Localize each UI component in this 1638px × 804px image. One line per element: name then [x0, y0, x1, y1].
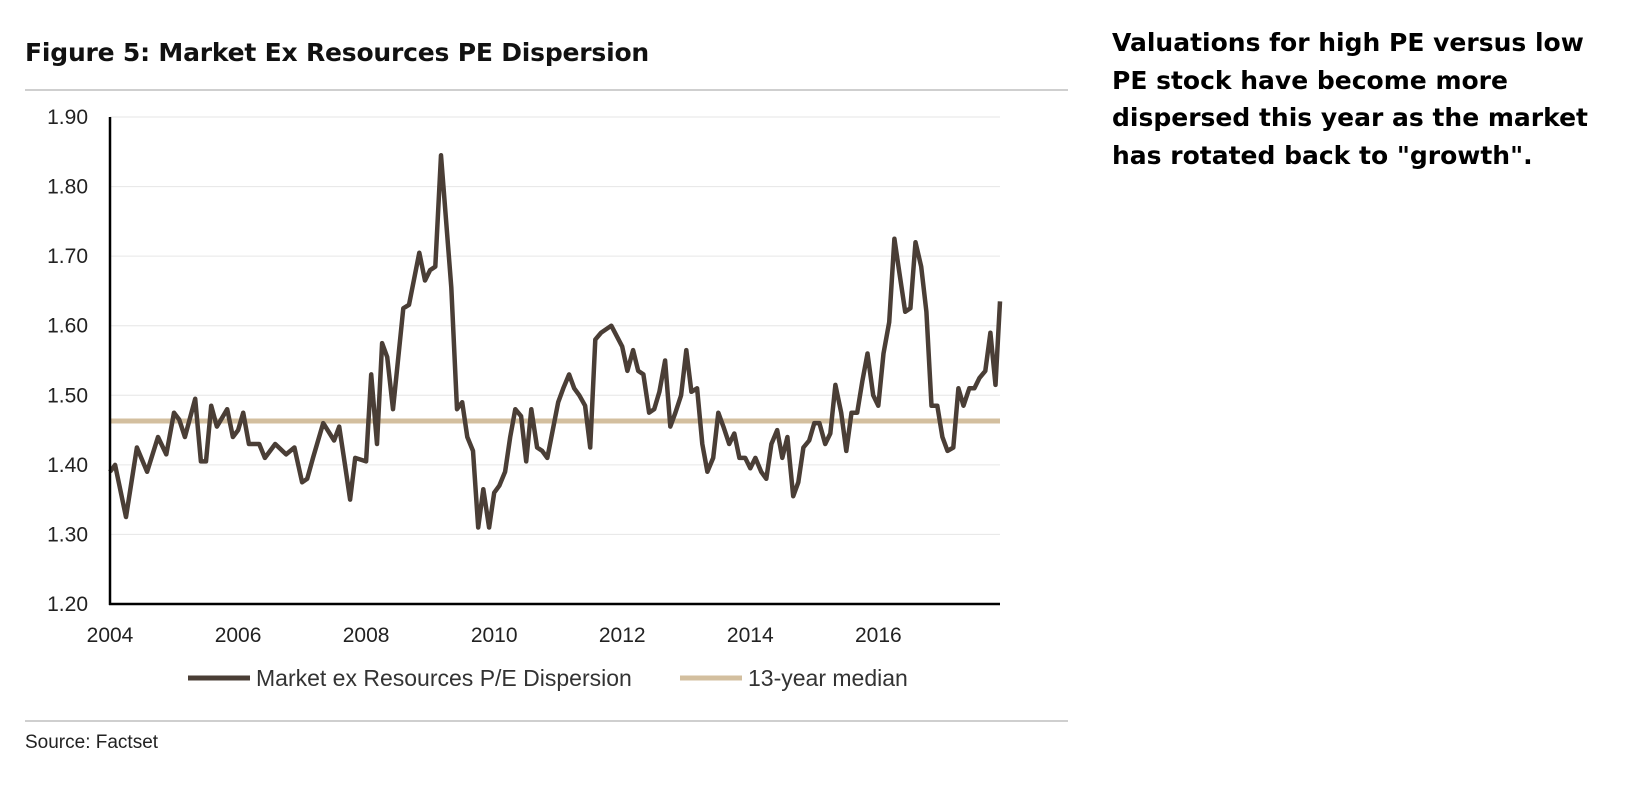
legend: Market ex Resources P/E Dispersion 13-ye… [188, 665, 908, 691]
y-tick-label: 1.70 [47, 245, 88, 268]
y-tick-label: 1.20 [47, 593, 88, 616]
x-axis-ticks: 2004 2006 2008 2010 2012 2014 2016 [87, 624, 902, 647]
top-divider [25, 89, 1068, 91]
pe-dispersion-chart: 1.201.301.401.501.601.701.801.90 2004 200… [47, 106, 1003, 691]
y-tick-label: 1.30 [47, 523, 88, 546]
y-tick-label: 1.60 [47, 315, 88, 338]
figure-title: Figure 5: Market Ex Resources PE Dispers… [25, 38, 650, 67]
x-tick-label: 2008 [343, 624, 390, 647]
x-tick-label: 2012 [599, 624, 646, 647]
dispersion-series [108, 153, 1003, 530]
x-tick-label: 2004 [87, 624, 134, 647]
y-tick-label: 1.80 [47, 176, 88, 199]
dispersion-line [108, 153, 1003, 530]
y-axis-ticks: 1.20 1.30 1.40 1.50 1.60 1.70 1.80 1.90 [47, 106, 88, 616]
y-tick-label: 1.90 [47, 106, 88, 129]
y-tick-label: 1.40 [47, 454, 88, 477]
legend-label-median: 13-year median [748, 665, 908, 691]
y-tick-label: 1.50 [47, 384, 88, 407]
axes [108, 117, 1000, 606]
x-tick-label: 2006 [215, 624, 262, 647]
gridlines [110, 116, 1000, 535]
legend-label-dispersion: Market ex Resources P/E Dispersion [256, 665, 632, 691]
commentary-text: Valuations for high PE versus low PE sto… [1112, 28, 1588, 170]
source-note: Source: Factset [25, 732, 159, 753]
x-tick-label: 2016 [855, 624, 902, 647]
bottom-divider [25, 720, 1068, 722]
x-tick-label: 2010 [471, 624, 518, 647]
x-tick-label: 2014 [727, 624, 774, 647]
